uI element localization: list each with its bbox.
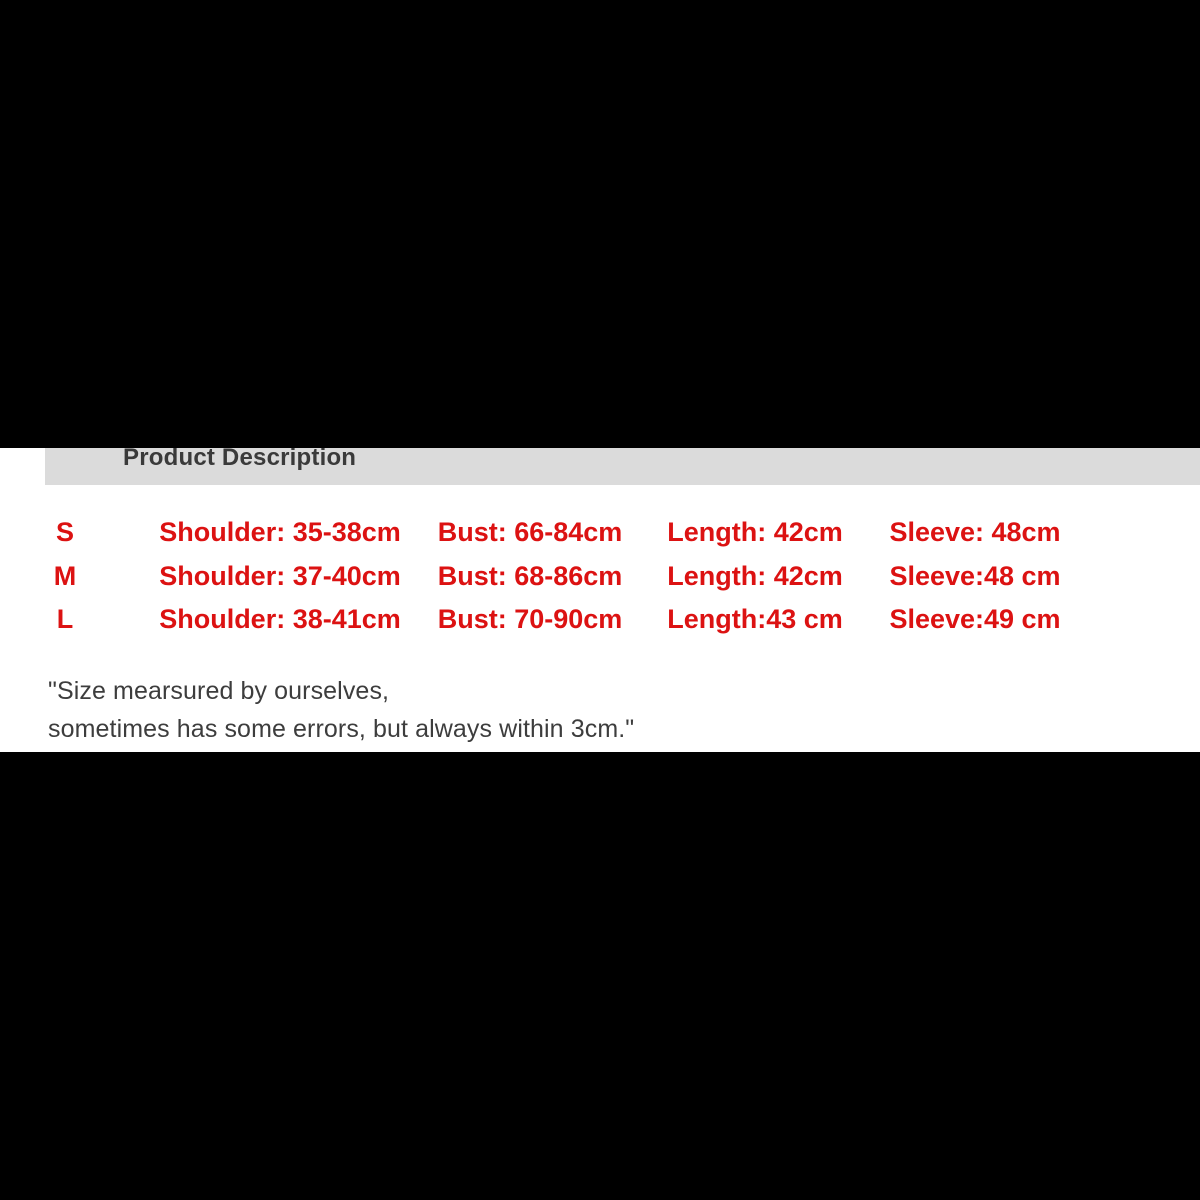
shoulder-cell: Shoulder: 35-38cm <box>159 517 401 547</box>
top-letterbox <box>0 0 1200 448</box>
size-disclaimer-line2: sometimes has some errors, but always wi… <box>48 714 635 743</box>
bottom-letterbox <box>0 752 1200 1200</box>
size-label: S <box>55 517 74 547</box>
size-disclaimer: "Size mearsured by ourselves, sometimes … <box>48 673 1148 748</box>
shoulder-cell: Shoulder: 38-41cm <box>159 604 401 634</box>
bust-cell: Bust: 68-86cm <box>437 560 623 591</box>
length-cell: Length: 42cm <box>667 560 843 591</box>
size-row-s: S Shoulder: 35-38cm Bust: 66-84cm Length… <box>0 511 1200 555</box>
size-label: L <box>56 604 74 634</box>
size-chart-table: S Shoulder: 35-38cm Bust: 66-84cm Length… <box>0 511 1200 642</box>
product-description-panel: Product Description S Shoulder: 35-38cm … <box>0 448 1200 752</box>
length-cell: Length: 42cm <box>667 517 843 547</box>
size-row-l: L Shoulder: 38-41cm Bust: 70-90cm Length… <box>0 598 1200 642</box>
length-cell: Length:43 cm <box>667 604 843 634</box>
bust-cell: Bust: 66-84cm <box>437 517 623 547</box>
section-header-bar: Product Description <box>45 448 1200 485</box>
sleeve-cell: Sleeve: 48cm <box>889 517 1061 547</box>
sleeve-cell: Sleeve:49 cm <box>889 604 1061 634</box>
size-disclaimer-line1: "Size mearsured by ourselves, <box>48 677 390 705</box>
sleeve-cell: Sleeve:48 cm <box>889 560 1061 591</box>
size-row-m: M Shoulder: 37-40cm Bust: 68-86cm Length… <box>0 555 1200 599</box>
size-label: M <box>53 560 77 591</box>
bust-cell: Bust: 70-90cm <box>437 604 623 634</box>
section-title: Product Description <box>123 448 357 471</box>
shoulder-cell: Shoulder: 37-40cm <box>159 560 401 591</box>
